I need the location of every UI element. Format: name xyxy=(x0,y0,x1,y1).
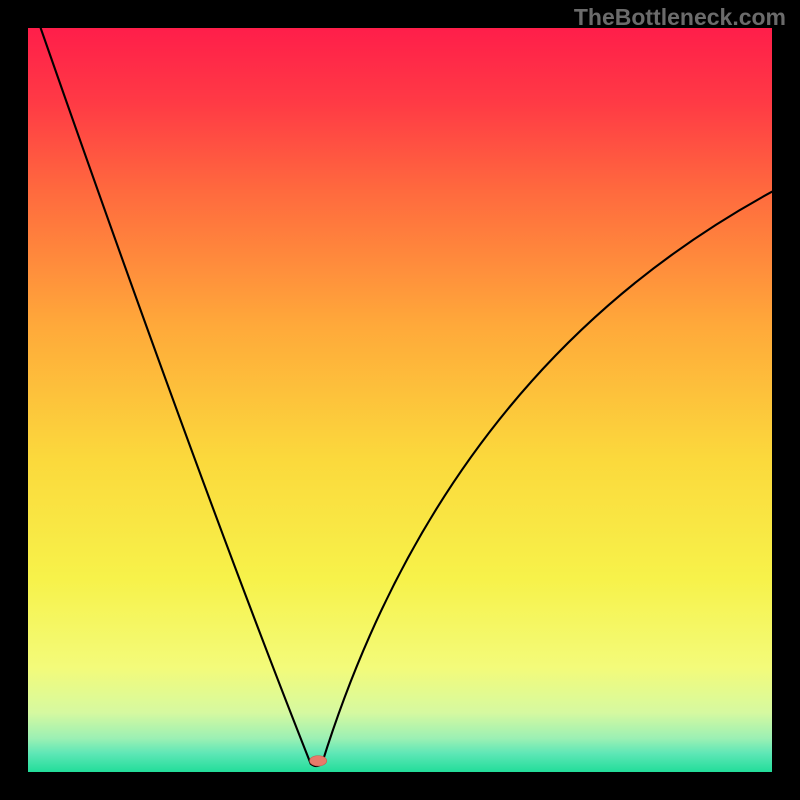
plot-svg xyxy=(28,28,772,772)
plot-background xyxy=(28,28,772,772)
chart-frame: TheBottleneck.com xyxy=(0,0,800,800)
watermark-text: TheBottleneck.com xyxy=(574,4,786,31)
marker-dot xyxy=(310,756,327,766)
plot-area xyxy=(28,28,772,772)
